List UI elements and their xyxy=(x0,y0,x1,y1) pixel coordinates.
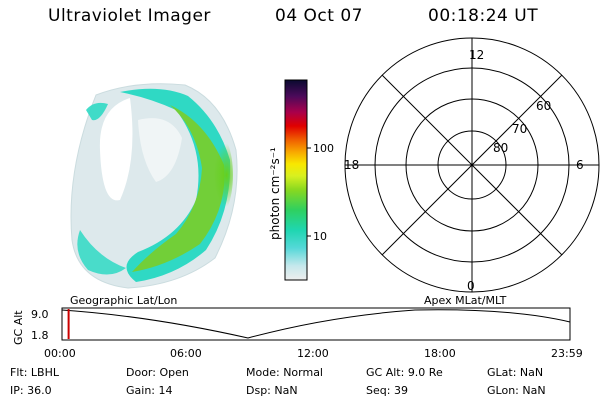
status-gc-alt: GC Alt: 9.0 Re xyxy=(366,366,443,379)
projection-label-apex: Apex MLat/MLT xyxy=(424,294,507,307)
timeline-x-tick: 06:00 xyxy=(170,347,202,360)
mlt-label-0: 0 xyxy=(467,279,475,293)
status-dsp: Dsp: NaN xyxy=(246,384,298,397)
colorbar-label: photon cm⁻²s⁻¹ xyxy=(268,147,282,240)
timeline-x-tick: 12:00 xyxy=(297,347,329,360)
colorbar-tick: 10 xyxy=(313,230,327,243)
date-label: 04 Oct 07 xyxy=(275,6,363,26)
status-seq: Seq: 39 xyxy=(366,384,408,397)
status-glat: GLat: NaN xyxy=(487,366,544,379)
projection-label-geographic: Geographic Lat/Lon xyxy=(70,294,178,307)
timeline-y-tick: 9.0 xyxy=(31,308,49,321)
status-door: Door: Open xyxy=(126,366,189,379)
timeline-axis-label: GC Alt xyxy=(12,310,25,345)
mlt-label-18: 18 xyxy=(344,158,359,172)
lat-label-80: 80 xyxy=(493,141,508,155)
time-label: 00:18:24 UT xyxy=(428,6,539,26)
app-title: Ultraviolet Imager xyxy=(48,6,211,26)
timeline-x-tick: 18:00 xyxy=(424,347,456,360)
timeline-x-tick: 00:00 xyxy=(44,347,76,360)
mlt-label-6: 6 xyxy=(576,158,584,172)
status-glon: GLon: NaN xyxy=(487,384,546,397)
lat-label-70: 70 xyxy=(512,122,527,136)
timeline-y-tick: 1.8 xyxy=(31,329,49,342)
status-gain: Gain: 14 xyxy=(126,384,173,397)
timeline-x-tick: 23:59 xyxy=(551,347,583,360)
lat-label-60: 60 xyxy=(536,99,551,113)
status-filter: Flt: LBHL xyxy=(10,366,59,379)
status-mode: Mode: Normal xyxy=(246,366,323,379)
mlt-label-12: 12 xyxy=(469,48,484,62)
colorbar-tick: 100 xyxy=(313,142,334,155)
status-ip: IP: 36.0 xyxy=(10,384,52,397)
